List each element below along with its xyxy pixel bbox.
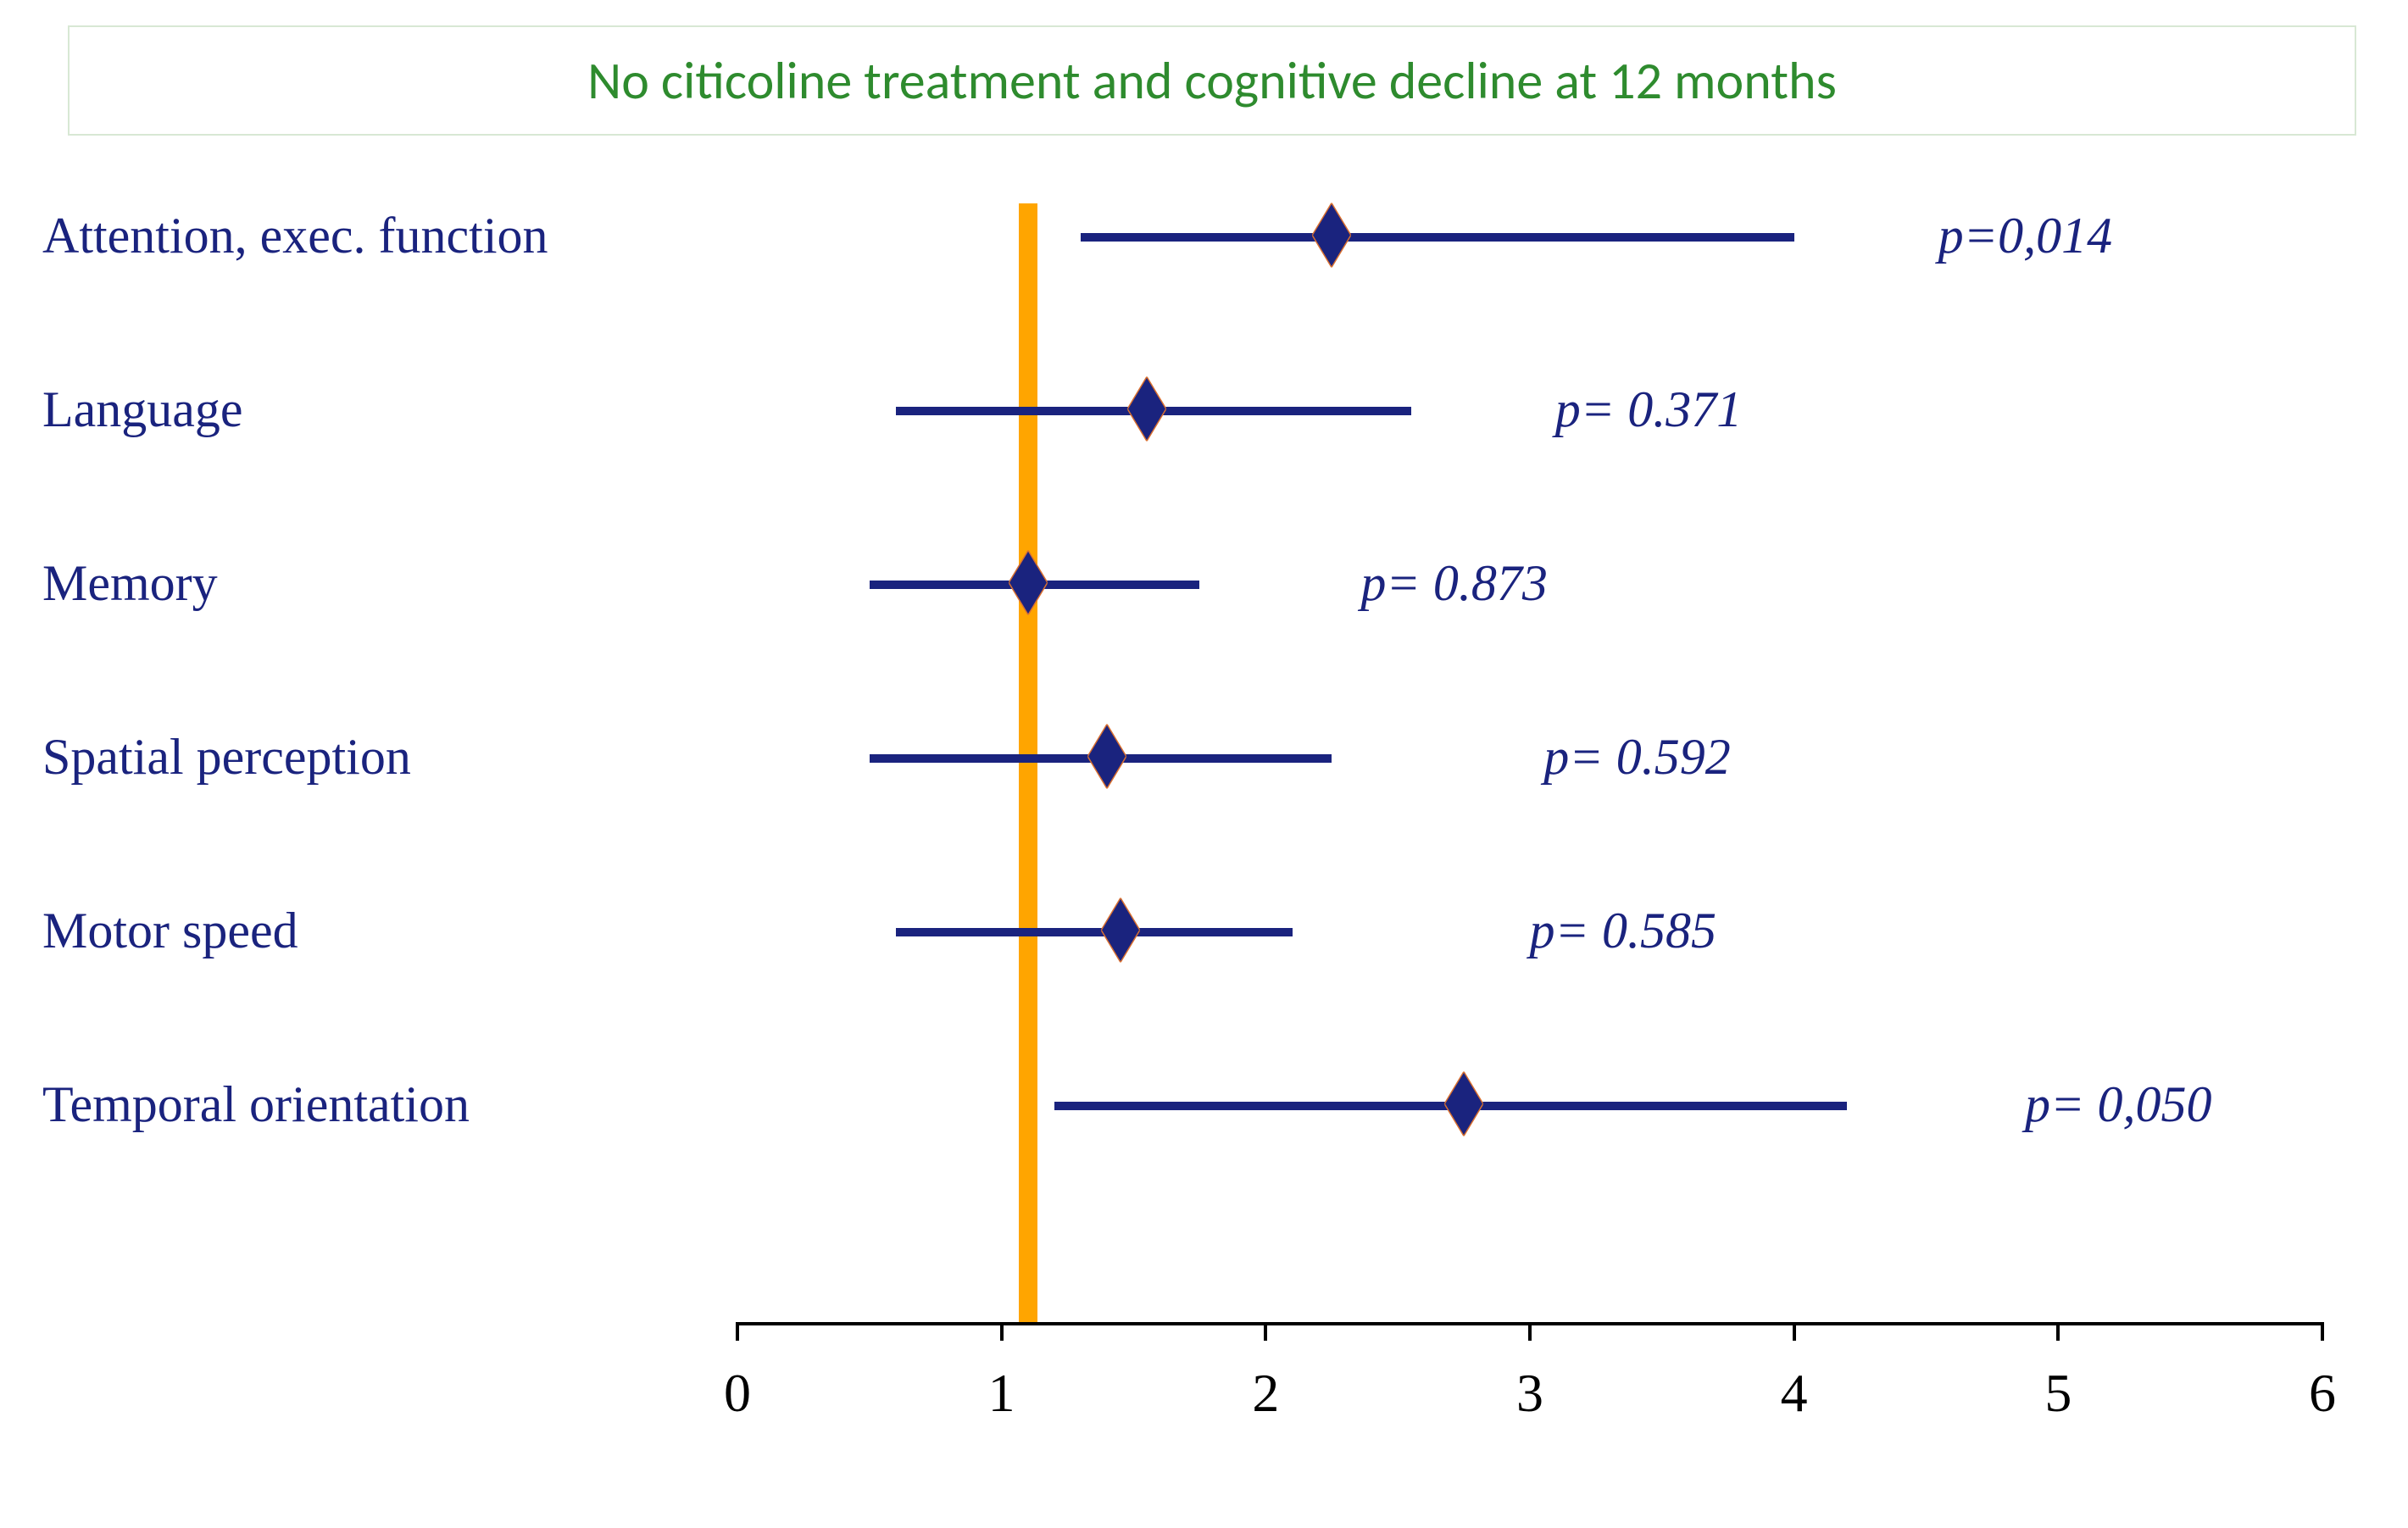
point-marker-diamond-icon [1444, 1072, 1483, 1141]
p-value: p= 0.585 [1530, 902, 1717, 960]
chart-title: No citicoline treatment and cognitive de… [587, 48, 1837, 113]
x-tick [736, 1322, 739, 1341]
row-label: Temporal orientation [42, 1075, 470, 1134]
x-tick-label: 4 [1781, 1362, 1808, 1425]
x-tick-label: 6 [2309, 1362, 2336, 1425]
x-tick [1000, 1322, 1004, 1341]
x-tick-label: 2 [1252, 1362, 1279, 1425]
x-tick [1793, 1322, 1796, 1341]
x-tick [2056, 1322, 2060, 1341]
point-marker-diamond-icon [1101, 898, 1140, 967]
reference-line [1019, 203, 1037, 1322]
ci-line [1081, 233, 1794, 242]
row-label: Motor speed [42, 902, 298, 960]
p-value: p= 0.592 [1543, 728, 1731, 786]
x-tick [1528, 1322, 1532, 1341]
x-tick [2321, 1322, 2324, 1341]
x-tick-label: 0 [724, 1362, 751, 1425]
x-tick [1264, 1322, 1267, 1341]
row-label: Language [42, 381, 243, 439]
point-marker-diamond-icon [1088, 725, 1127, 793]
point-marker-diamond-icon [1009, 551, 1048, 620]
ci-line [896, 928, 1293, 936]
point-marker-diamond-icon [1312, 203, 1351, 272]
chart-title-box: No citicoline treatment and cognitive de… [68, 25, 2356, 136]
p-value: p=0,014 [1938, 207, 2113, 265]
p-value: p= 0.371 [1555, 381, 1743, 439]
x-tick-label: 1 [988, 1362, 1015, 1425]
point-marker-diamond-icon [1127, 377, 1166, 446]
x-tick-label: 3 [1516, 1362, 1543, 1425]
row-label: Memory [42, 554, 218, 613]
row-label: Spatial perception [42, 728, 411, 786]
p-value: p= 0,050 [2025, 1075, 2212, 1134]
x-tick-label: 5 [2044, 1362, 2072, 1425]
p-value: p= 0.873 [1360, 554, 1548, 613]
row-label: Attention, exec. function [42, 207, 548, 265]
